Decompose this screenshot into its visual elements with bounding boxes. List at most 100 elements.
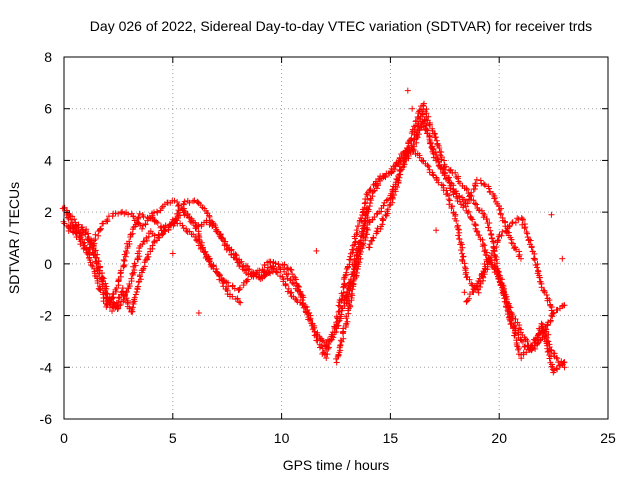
data-point (478, 207, 485, 214)
outlier-point (409, 105, 416, 112)
data-point (547, 302, 554, 309)
data-point (114, 299, 121, 306)
data-point (538, 284, 545, 291)
x-tick-label: 25 (600, 430, 616, 446)
data-point (395, 177, 402, 184)
data-point (434, 155, 441, 162)
data-point (419, 118, 426, 125)
data-point (509, 315, 516, 322)
data-point (481, 242, 488, 249)
x-axis-label: GPS time / hours (283, 457, 390, 473)
data-point (187, 218, 194, 225)
data-point (430, 148, 437, 155)
data-point (463, 185, 470, 192)
data-point (341, 280, 348, 287)
data-point (521, 225, 528, 232)
data-point (483, 216, 490, 223)
data-point (203, 217, 210, 224)
data-point (389, 199, 396, 206)
data-point (131, 260, 138, 267)
data-point (299, 302, 306, 309)
data-point (296, 284, 303, 291)
data-point (349, 271, 356, 278)
data-point (528, 244, 535, 251)
data-point (392, 183, 399, 190)
data-point (238, 258, 245, 265)
data-point (338, 311, 345, 318)
data-point (561, 359, 568, 366)
y-axis-label: SDTVAR / TECUs (6, 182, 22, 294)
data-point (329, 329, 336, 336)
data-point (214, 228, 221, 235)
outlier-point (433, 227, 440, 234)
data-point (335, 302, 342, 309)
data-point (502, 227, 509, 234)
data-point (183, 227, 190, 234)
data-point (206, 221, 213, 228)
data-point (134, 215, 141, 222)
data-point (314, 337, 321, 344)
data-point (391, 192, 398, 199)
data-point (385, 170, 392, 177)
data-point (561, 364, 568, 371)
data-point (485, 224, 492, 231)
data-point (427, 121, 434, 128)
data-point (159, 231, 166, 238)
data-point (370, 235, 377, 242)
data-point (132, 291, 139, 298)
data-point (522, 224, 529, 231)
data-point (481, 182, 488, 189)
data-point (464, 200, 471, 207)
data-point (413, 117, 420, 124)
data-point (292, 276, 299, 283)
data-point (516, 251, 523, 258)
data-point (458, 247, 465, 254)
data-point (546, 355, 553, 362)
data-point (543, 291, 550, 298)
data-point (356, 259, 363, 266)
data-point (131, 267, 138, 274)
data-point (521, 343, 528, 350)
data-point (97, 287, 104, 294)
data-point (139, 241, 146, 248)
data-point (357, 215, 364, 222)
data-point (217, 272, 224, 279)
data-point (86, 244, 93, 251)
data-points (59, 87, 568, 376)
data-point (357, 237, 364, 244)
data-point (426, 136, 433, 143)
data-point (370, 188, 377, 195)
data-point (374, 180, 381, 187)
data-point (92, 231, 99, 238)
data-point (126, 238, 133, 245)
data-point (233, 252, 240, 259)
data-point (300, 294, 307, 301)
data-point (536, 274, 543, 281)
data-point (94, 280, 101, 287)
data-point (479, 236, 486, 243)
data-point (411, 126, 418, 133)
data-point (190, 219, 197, 226)
data-point (264, 267, 271, 274)
data-point (455, 226, 462, 233)
data-point (455, 232, 462, 239)
data-point (333, 359, 340, 366)
data-point (434, 141, 441, 148)
outlier-point (461, 289, 468, 296)
data-point (353, 255, 360, 262)
data-point (347, 257, 354, 264)
data-point (144, 255, 151, 262)
data-point (213, 266, 220, 273)
data-point (194, 198, 201, 205)
data-point (524, 230, 531, 237)
data-point (438, 149, 445, 156)
data-point (545, 331, 552, 338)
data-point (336, 308, 343, 315)
data-point (410, 141, 417, 148)
data-point (464, 210, 471, 217)
data-point (316, 344, 323, 351)
data-point (88, 262, 95, 269)
data-point (506, 223, 513, 230)
data-point (349, 292, 356, 299)
data-point (432, 134, 439, 141)
